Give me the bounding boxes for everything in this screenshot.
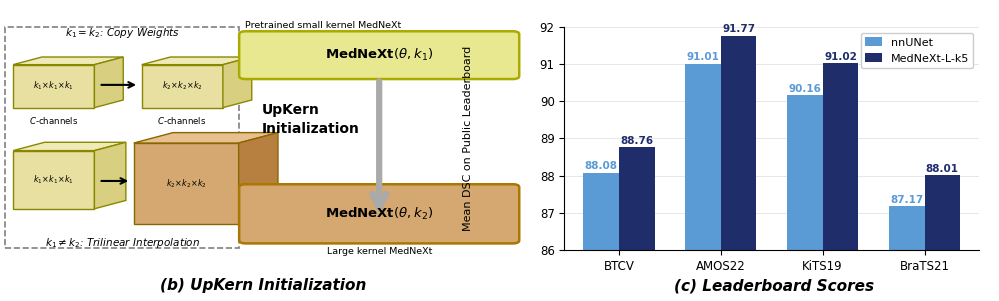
Polygon shape — [95, 57, 123, 108]
Text: $k_2\!\times\!k_2\!\times\!k_2$: $k_2\!\times\!k_2\!\times\!k_2$ — [166, 177, 207, 190]
Text: Initialization: Initialization — [262, 122, 360, 136]
Text: UpKern: UpKern — [262, 103, 320, 117]
Bar — [685, 64, 721, 301]
Polygon shape — [13, 142, 126, 150]
Text: $k_1\!\times\!k_1\!\times\!k_1$: $k_1\!\times\!k_1\!\times\!k_1$ — [33, 173, 74, 186]
Polygon shape — [223, 57, 252, 108]
Bar — [787, 95, 822, 301]
Polygon shape — [13, 65, 95, 108]
Text: $k_1 = k_2$: Copy Weights: $k_1 = k_2$: Copy Weights — [65, 26, 180, 40]
Text: $k_1 \neq k_2$: Trilinear Interpolation: $k_1 \neq k_2$: Trilinear Interpolation — [45, 236, 200, 250]
Polygon shape — [239, 133, 278, 224]
Text: Large kernel MedNeXt: Large kernel MedNeXt — [327, 247, 432, 256]
Polygon shape — [13, 57, 123, 65]
Text: 91.77: 91.77 — [722, 24, 755, 34]
Text: 88.76: 88.76 — [620, 136, 653, 146]
Polygon shape — [142, 65, 223, 108]
Bar — [822, 64, 858, 301]
Text: 88.08: 88.08 — [584, 161, 617, 171]
Text: MedNeXt$(\theta, k_2)$: MedNeXt$(\theta, k_2)$ — [325, 206, 434, 222]
FancyBboxPatch shape — [239, 184, 519, 244]
Text: (c) Leaderboard Scores: (c) Leaderboard Scores — [674, 278, 874, 293]
Text: $C$-channels: $C$-channels — [29, 115, 78, 126]
FancyBboxPatch shape — [239, 31, 519, 79]
Text: 91.01: 91.01 — [686, 52, 719, 62]
Bar — [721, 36, 756, 301]
Legend: nnUNet, MedNeXt-L-k5: nnUNet, MedNeXt-L-k5 — [861, 33, 973, 68]
Bar — [583, 172, 619, 301]
Polygon shape — [95, 142, 126, 209]
Text: 87.17: 87.17 — [890, 195, 923, 205]
Polygon shape — [134, 133, 278, 143]
Bar — [889, 206, 924, 301]
Y-axis label: Mean DSC on Public Leaderboard: Mean DSC on Public Leaderboard — [464, 46, 474, 231]
Polygon shape — [142, 57, 252, 65]
Text: Pretrained small kernel MedNeXt: Pretrained small kernel MedNeXt — [246, 21, 402, 30]
Text: 90.16: 90.16 — [788, 84, 821, 94]
Text: $C$-channels: $C$-channels — [158, 115, 207, 126]
Text: (b) UpKern Initialization: (b) UpKern Initialization — [160, 278, 366, 293]
Text: $k_2\!\times\!k_2\!\times\!k_2$: $k_2\!\times\!k_2\!\times\!k_2$ — [162, 80, 203, 92]
Bar — [924, 175, 960, 301]
Polygon shape — [13, 150, 95, 209]
Text: 91.02: 91.02 — [824, 52, 857, 62]
Bar — [619, 147, 654, 301]
Polygon shape — [134, 143, 239, 224]
Text: MedNeXt$(\theta, k_1)$: MedNeXt$(\theta, k_1)$ — [325, 47, 434, 63]
Text: 88.01: 88.01 — [926, 164, 959, 174]
Text: $k_1\!\times\!k_1\!\times\!k_1$: $k_1\!\times\!k_1\!\times\!k_1$ — [33, 80, 74, 92]
